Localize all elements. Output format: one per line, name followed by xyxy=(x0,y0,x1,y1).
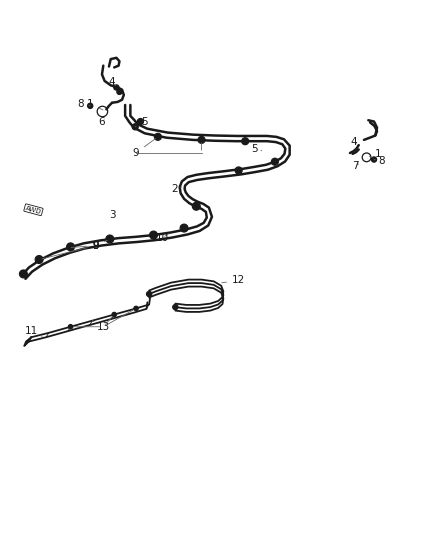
Circle shape xyxy=(117,89,122,94)
Text: 9: 9 xyxy=(71,240,99,251)
Circle shape xyxy=(371,157,377,162)
Text: 12: 12 xyxy=(222,276,245,286)
Text: 4: 4 xyxy=(109,77,116,87)
Text: 3: 3 xyxy=(109,210,115,220)
Text: 9: 9 xyxy=(133,139,155,158)
Text: AWD: AWD xyxy=(25,205,42,215)
Circle shape xyxy=(134,306,138,311)
Circle shape xyxy=(68,325,73,329)
Text: 8: 8 xyxy=(374,156,385,166)
Circle shape xyxy=(112,312,117,317)
Text: 9: 9 xyxy=(92,240,107,251)
Circle shape xyxy=(242,138,249,144)
Text: 11: 11 xyxy=(25,326,42,336)
Circle shape xyxy=(272,158,279,165)
Circle shape xyxy=(147,292,152,297)
Circle shape xyxy=(150,231,157,239)
Circle shape xyxy=(192,203,200,210)
Text: 4: 4 xyxy=(350,137,357,147)
Text: 9: 9 xyxy=(42,240,99,259)
Circle shape xyxy=(173,304,178,310)
Text: 2: 2 xyxy=(171,184,182,194)
Text: 8: 8 xyxy=(77,99,90,109)
Circle shape xyxy=(67,243,74,251)
Text: 1: 1 xyxy=(87,99,103,110)
Text: 6: 6 xyxy=(98,117,104,127)
Circle shape xyxy=(154,133,161,140)
Text: 9: 9 xyxy=(92,240,99,251)
Text: 10: 10 xyxy=(155,233,169,243)
Circle shape xyxy=(235,167,242,174)
Text: 1: 1 xyxy=(369,149,381,159)
Circle shape xyxy=(35,256,43,263)
Text: 13: 13 xyxy=(92,321,110,332)
Text: 5: 5 xyxy=(135,117,148,127)
Text: 5: 5 xyxy=(251,143,262,154)
Text: 7: 7 xyxy=(352,161,359,171)
Circle shape xyxy=(114,85,119,90)
Circle shape xyxy=(132,124,138,130)
Circle shape xyxy=(19,270,27,278)
Circle shape xyxy=(88,103,93,108)
Circle shape xyxy=(198,136,205,143)
Circle shape xyxy=(138,118,144,125)
Circle shape xyxy=(106,235,114,243)
Circle shape xyxy=(180,224,188,232)
